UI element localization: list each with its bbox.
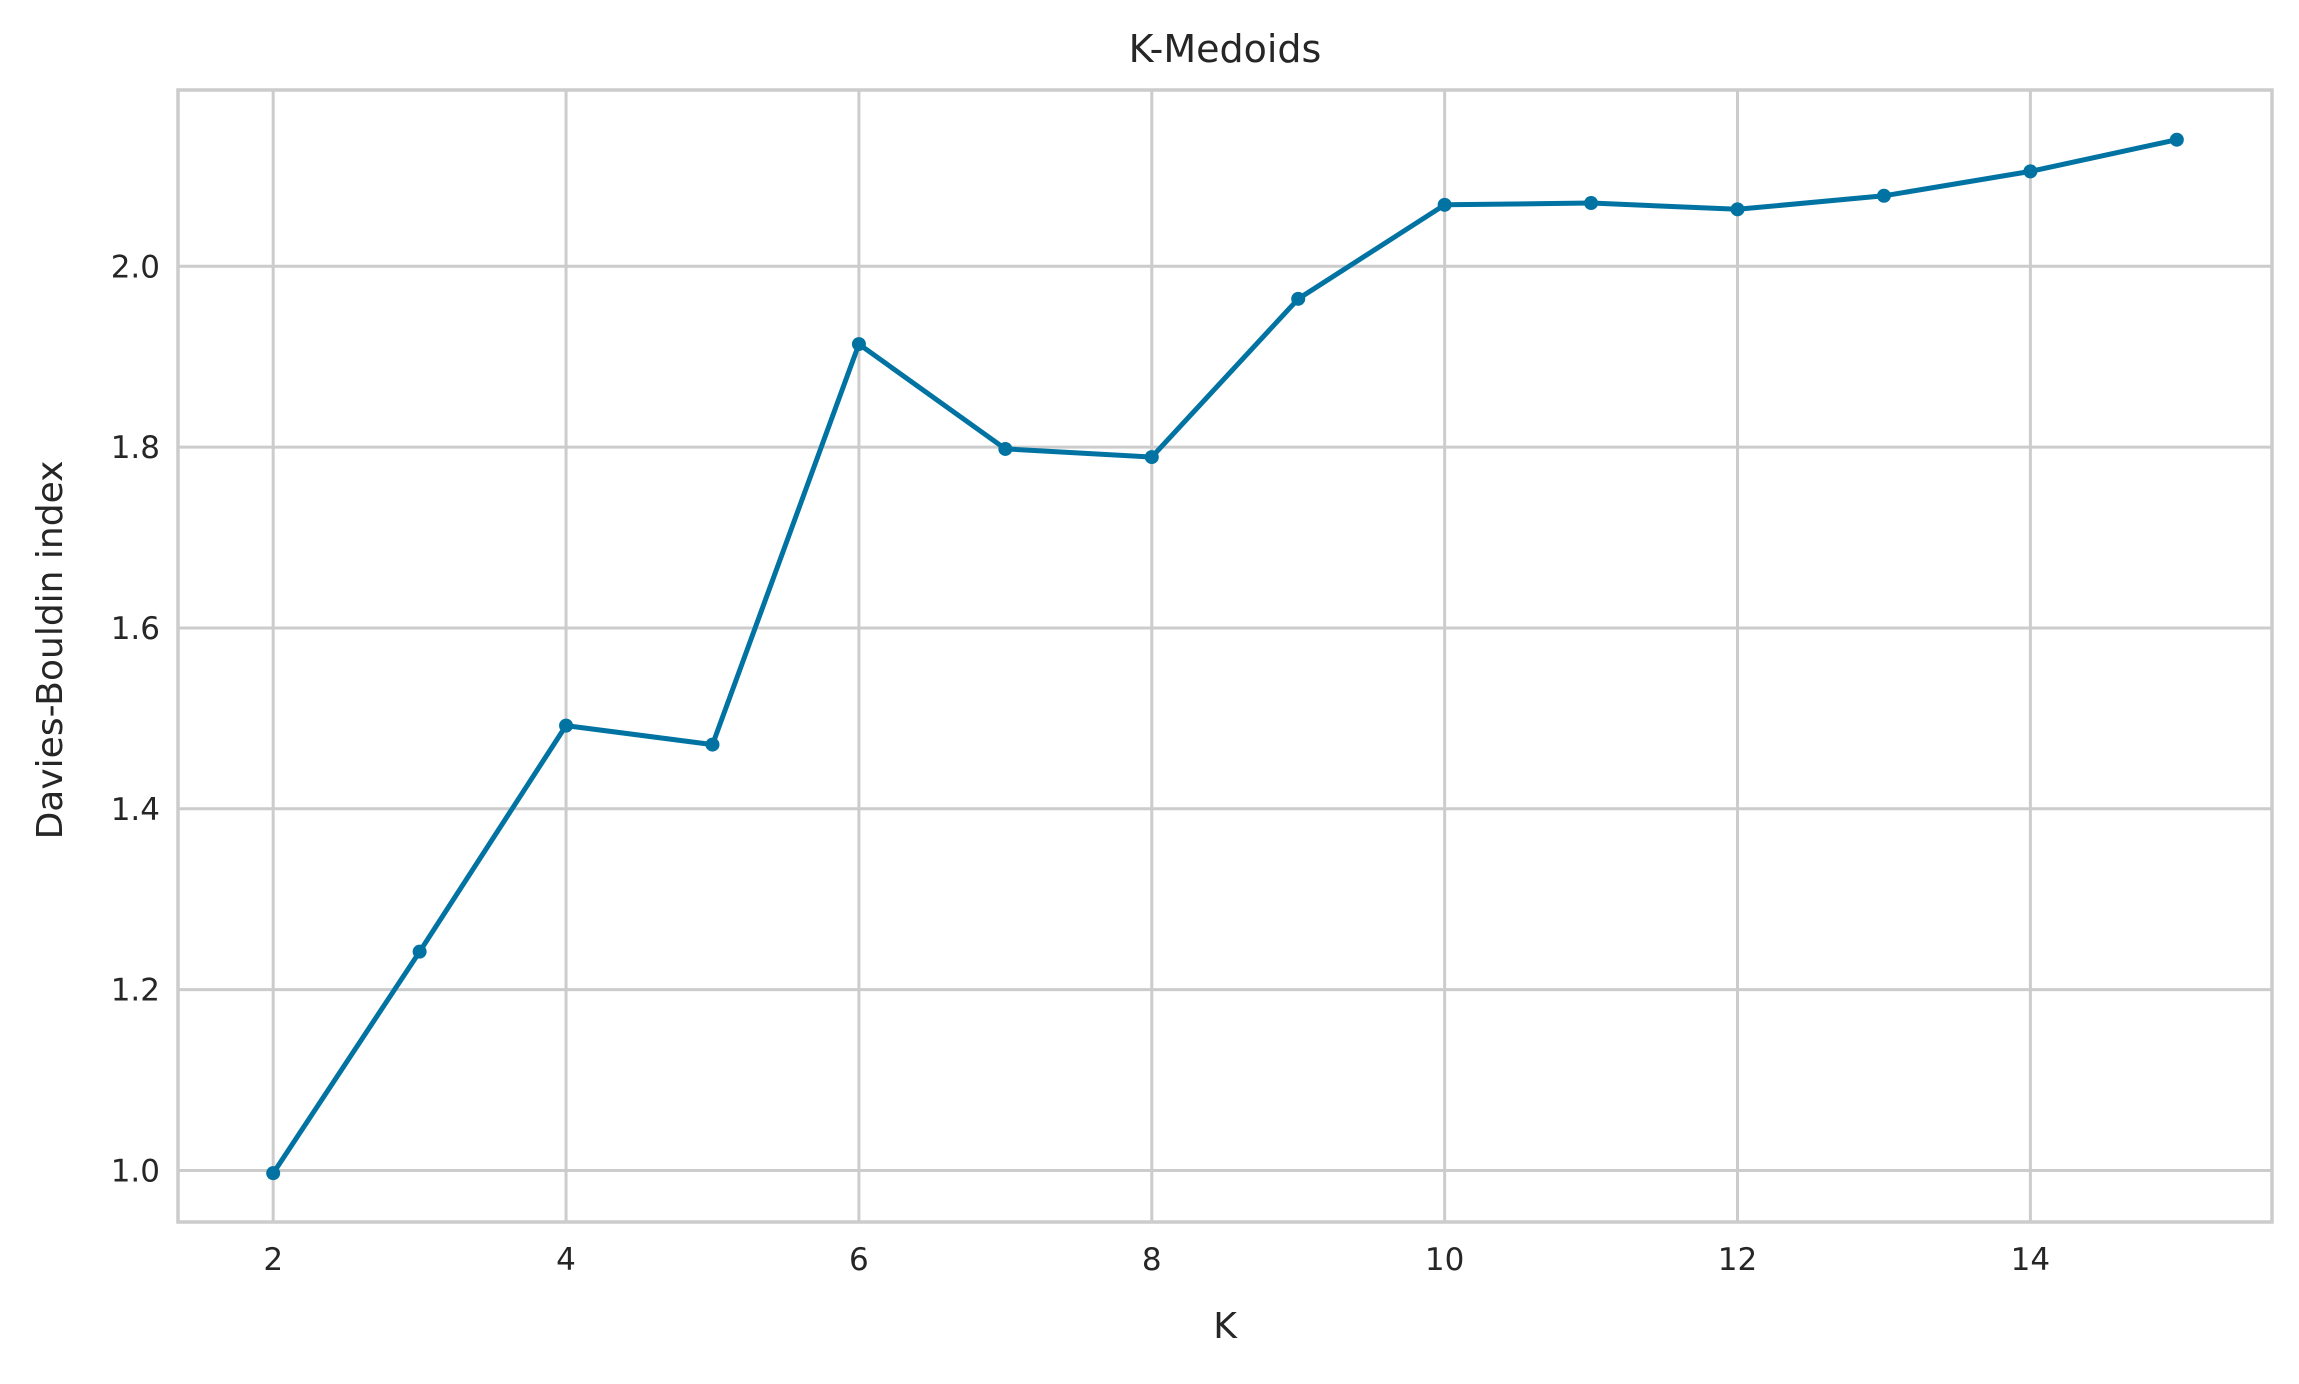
data-point (1876, 188, 1891, 203)
data-point (2023, 164, 2038, 179)
x-tick-label: 6 (849, 1242, 869, 1278)
data-point (1437, 197, 1452, 212)
y-tick-label: 1.0 (111, 1153, 160, 1189)
x-tick-label: 4 (556, 1242, 576, 1278)
x-tick-label: 12 (1718, 1242, 1757, 1278)
series-layer (266, 132, 2184, 1181)
y-tick-label: 1.4 (111, 792, 160, 828)
x-tick-label: 10 (1425, 1242, 1464, 1278)
chart-title: K-Medoids (1129, 27, 1322, 71)
data-point (559, 718, 574, 733)
data-point (851, 337, 866, 352)
y-axis-label: Davies-Bouldin index (30, 461, 71, 840)
data-point (266, 1166, 281, 1181)
data-point (1730, 202, 1745, 217)
y-tick-label: 1.6 (111, 611, 160, 647)
data-point (705, 737, 720, 752)
x-axis-label: K (1213, 1306, 1238, 1347)
x-tick-label: 14 (2011, 1242, 2050, 1278)
y-tick-label: 1.2 (111, 973, 160, 1009)
data-point (1144, 450, 1159, 465)
y-tick-label: 2.0 (111, 249, 160, 285)
data-point (1584, 196, 1599, 211)
data-point (1291, 291, 1306, 306)
tick-layer: 2 4 6 8 10 12 14 1.0 1.2 1.4 1.6 1.8 2.0 (111, 249, 2050, 1278)
grid-layer (178, 90, 2272, 1222)
data-point (998, 441, 1013, 456)
x-tick-label: 8 (1142, 1242, 1162, 1278)
x-tick-label: 2 (263, 1242, 283, 1278)
y-tick-label: 1.8 (111, 430, 160, 466)
series-line (270, 137, 2180, 1176)
plot-frame (176, 88, 2274, 1224)
data-point (412, 944, 427, 959)
data-point (2169, 132, 2184, 147)
